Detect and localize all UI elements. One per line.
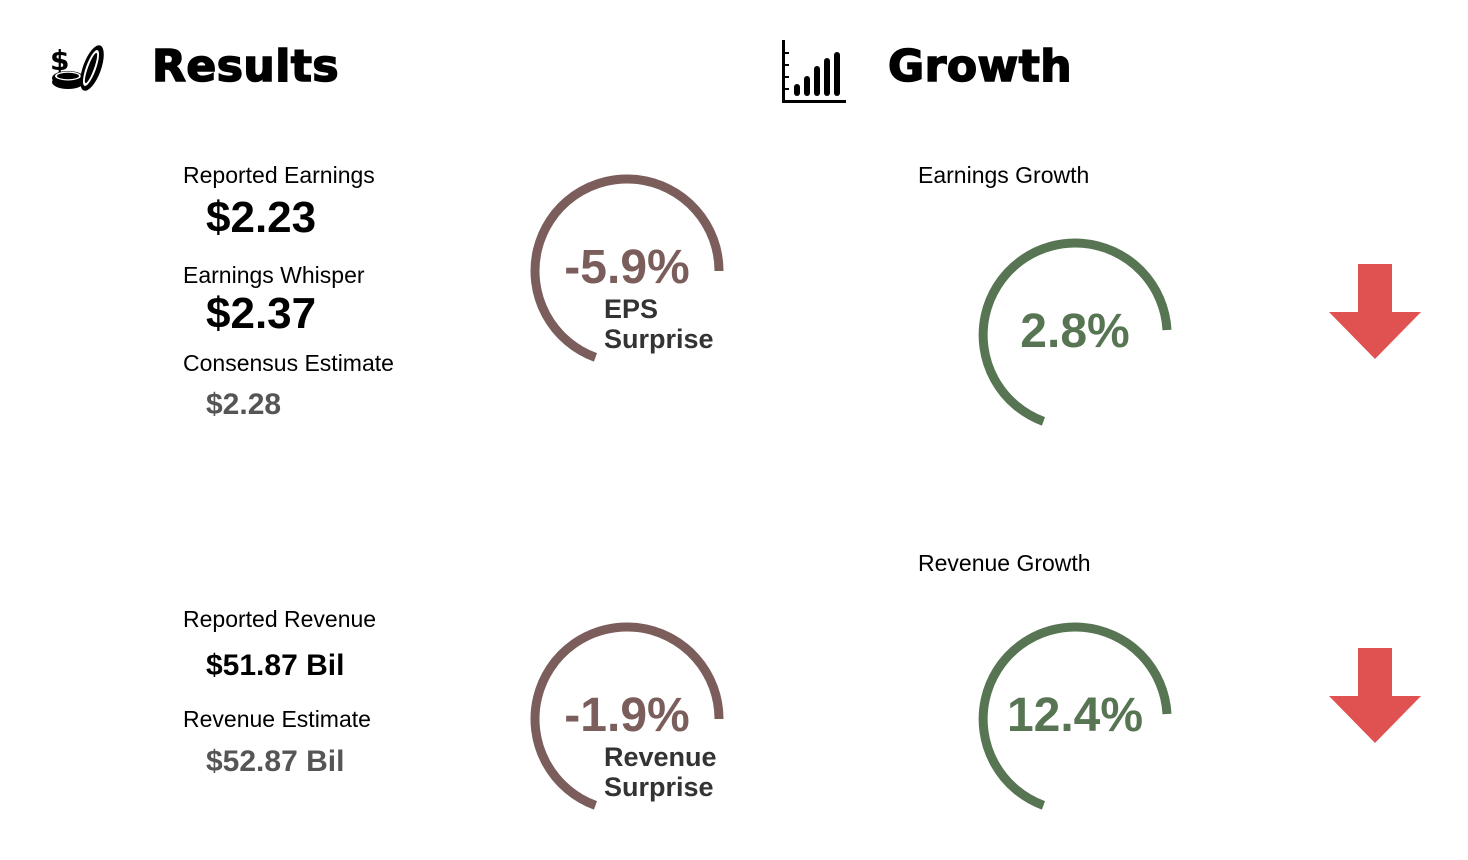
growth-title: Growth bbox=[887, 41, 1073, 92]
eps-surprise-caption-2: Surprise bbox=[604, 324, 714, 354]
bar-chart-icon bbox=[782, 40, 846, 103]
eps-surprise-gauge: -5.9% EPS Surprise bbox=[522, 166, 732, 376]
earnings-growth-label: Earnings Growth bbox=[918, 162, 1090, 188]
revenue-surprise-gauge: -1.9% Revenue Surprise bbox=[522, 614, 732, 824]
earnings-growth-value: 2.8% bbox=[1020, 305, 1130, 358]
reported-earnings-label: Reported Earnings bbox=[183, 162, 375, 188]
eps-surprise-value: -5.9% bbox=[564, 241, 690, 294]
revenue-growth-value: 12.4% bbox=[1006, 689, 1144, 742]
revenue-surprise-caption-2: Surprise bbox=[604, 772, 714, 802]
results-title: Results bbox=[151, 41, 340, 92]
revenue-surprise-caption-1: Revenue bbox=[604, 742, 717, 772]
revenue-growth-label: Revenue Growth bbox=[918, 550, 1091, 576]
revenue-growth-arc bbox=[978, 622, 1172, 810]
revenue-estimate-label: Revenue Estimate bbox=[183, 706, 371, 732]
earnings-growth-gauge: 2.8% bbox=[970, 230, 1180, 440]
growth-icon bbox=[780, 38, 848, 106]
eps-surprise-arc bbox=[530, 174, 724, 362]
earnings-growth-arrow-down-icon bbox=[1325, 262, 1425, 362]
revenue-surprise-value: -1.9% bbox=[564, 689, 690, 742]
revenue-growth-gauge: 12.4% bbox=[970, 614, 1180, 824]
earnings-whisper-label: Earnings Whisper bbox=[183, 262, 365, 288]
revenue-surprise-arc bbox=[530, 622, 724, 810]
reported-revenue-label: Reported Revenue bbox=[183, 606, 377, 632]
earnings-whisper-value: $2.37 bbox=[206, 289, 317, 338]
consensus-estimate-value: $2.28 bbox=[206, 388, 282, 421]
eps-surprise-caption-1: EPS bbox=[604, 294, 659, 324]
earnings-growth-arc bbox=[978, 238, 1172, 426]
reported-earnings-value: $2.23 bbox=[206, 193, 317, 242]
revenue-estimate-value: $52.87 Bil bbox=[206, 745, 345, 778]
consensus-estimate-label: Consensus Estimate bbox=[183, 350, 394, 376]
coins-dollar-icon: $ bbox=[50, 44, 104, 91]
reported-revenue-value: $51.87 Bil bbox=[206, 649, 345, 682]
svg-text:$: $ bbox=[50, 44, 69, 77]
revenue-growth-arrow-down-icon bbox=[1325, 646, 1425, 746]
results-icon: $ bbox=[46, 40, 110, 98]
